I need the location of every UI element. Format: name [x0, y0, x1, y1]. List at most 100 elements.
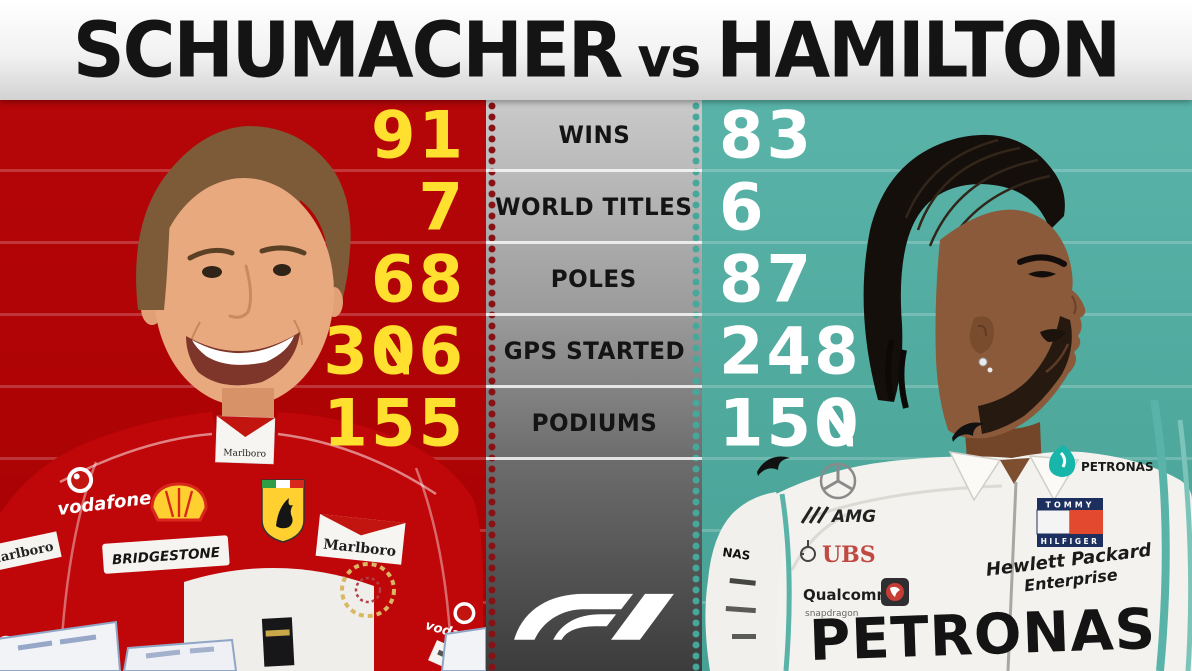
stats-table: 91 WINS 83 7 WORLD TITLES 6 68 POLES 87 …: [0, 100, 1192, 460]
pit-board-marks: [17, 634, 97, 651]
stat-row-wins: 91 WINS 83: [0, 100, 1192, 172]
stat-label-poles: POLES: [551, 264, 637, 293]
marlboro-collar-patch: Marlboro: [215, 415, 276, 465]
eyebrow: [1017, 254, 1067, 267]
title-vs: vs: [637, 26, 701, 91]
tommy-text: TOMMY: [1046, 501, 1095, 510]
suit-seam: [277, 432, 437, 496]
bridgestone-patch: BRIDGESTONE: [102, 535, 230, 574]
mercedes-star-icon: [819, 462, 857, 500]
ubs-text: UBS: [822, 542, 876, 568]
sideburn: [138, 212, 170, 310]
schumacher-gps-value: 306: [323, 314, 466, 390]
pit-board-marks: [145, 646, 215, 659]
schumacher-hair: [136, 126, 351, 310]
petronas-drop-logo: PETRONAS: [1049, 445, 1154, 477]
nose-shade: [1071, 295, 1077, 315]
schumacher-titles-value: 7: [418, 170, 466, 246]
sleeve-text-marks: [725, 606, 756, 614]
smile-crease: [1045, 343, 1070, 374]
schumacher-panel: Marlboro vodafone: [0, 100, 486, 671]
marlboro-chevron-icon: [320, 514, 406, 536]
title-schumacher: SCHUMACHER: [72, 5, 624, 95]
stat-row-poles: 68 POLES 87: [0, 244, 1192, 316]
amg-text: AMG: [830, 507, 876, 527]
teeth: [192, 336, 294, 365]
collar-point: [948, 451, 1002, 502]
sleeve-teal-trim: [779, 493, 792, 671]
prancing-horse-icon: [276, 498, 293, 529]
eyebrow: [259, 245, 307, 256]
title-band: SCHUMACHER vs HAMILTON: [0, 0, 1192, 100]
hamilton-gps-value: 248: [719, 314, 862, 390]
qualcomm-logo: Qualcomm snapdragon: [803, 578, 909, 619]
schumacher-wins-value: 91: [370, 98, 466, 174]
ferrari-shield-icon: [261, 479, 305, 543]
marlboro-chest-patch: Marlboro: [315, 514, 406, 565]
braid-lines: [904, 138, 1051, 261]
sleeve-text-fragment: NAS: [722, 545, 752, 563]
hamilton-titles-value: 6: [719, 170, 767, 246]
earring-icon: [978, 357, 988, 367]
schumacher-poles-value: 68: [370, 242, 466, 318]
stat-row-gps-started: 306 GPS STARTED 248: [0, 316, 1192, 388]
smile-crease: [293, 319, 303, 346]
bridgestone-text: BRIDGESTONE: [112, 545, 222, 569]
petronas-small-text: PETRONAS: [1081, 460, 1154, 474]
pit-board: [0, 620, 122, 671]
eyebrow: [187, 247, 235, 261]
belt-clip: [261, 617, 295, 667]
eye: [273, 264, 291, 276]
stat-row-world-titles: 7 WORLD TITLES 6: [0, 172, 1192, 244]
marlboro-text: Marlboro: [322, 537, 396, 561]
hamilton-photo-illustration: NAS AMG: [705, 134, 1192, 671]
eye: [202, 266, 222, 278]
amg-logo: AMG: [800, 506, 876, 527]
braid-tails: [885, 339, 909, 409]
stat-label-gps-started: GPS STARTED: [503, 336, 685, 365]
hamilton-podiums-value: 150: [719, 391, 862, 456]
stat-row-podiums: 155 PODIUMS 150: [0, 388, 1192, 460]
petronas-chest-logo: PETRONAS: [808, 597, 1157, 671]
sleeve-text-marks: [732, 634, 756, 639]
schumacher-photo-illustration: Marlboro vodafone: [0, 126, 486, 671]
petronas-big-text: PETRONAS: [808, 597, 1157, 671]
amg-slashes-icon: [800, 506, 830, 524]
hamilton-panel: NAS AMG: [702, 100, 1192, 671]
puma-logo-icon: [757, 456, 790, 476]
snapdragon-text: snapdragon: [805, 609, 858, 619]
earring-icon: [987, 367, 993, 373]
stat-label-world-titles: WORLD TITLES: [495, 192, 693, 221]
chest-skin: [1000, 458, 1030, 484]
page-title: SCHUMACHER vs HAMILTON: [72, 5, 1121, 95]
hamilton-beard: [978, 316, 1072, 434]
ear-line: [977, 324, 987, 337]
sleeve-text-marks: [729, 578, 756, 586]
zipper: [1006, 481, 1018, 671]
ubs-logo: UBS: [800, 540, 876, 568]
hamilton-poles-value: 87: [719, 242, 815, 318]
hilfiger-text: HILFIGER: [1041, 537, 1100, 546]
tommy-hilfiger-logo: TOMMY HILFIGER: [1036, 498, 1103, 547]
marlboro-chevron-icon: [217, 416, 275, 437]
petronas-drop-icon: [1049, 445, 1076, 477]
wreath-patch-icon: [340, 562, 396, 618]
shell-logo-icon: [150, 482, 208, 522]
nose: [228, 264, 253, 319]
moustache: [1040, 329, 1066, 342]
teal-trim: [1150, 399, 1170, 671]
title-hamilton: HAMILTON: [716, 5, 1121, 95]
pit-board: [440, 626, 486, 671]
puma-logo-icon: [952, 422, 985, 442]
qualcomm-text: Qualcomm: [803, 586, 892, 604]
schumacher-podiums-value: 155: [323, 386, 466, 462]
ear: [969, 316, 994, 354]
teal-trim: [1177, 419, 1192, 671]
f1-logo-icon: [514, 593, 674, 640]
marlboro-collar-text: Marlboro: [223, 448, 266, 459]
hamilton-wins-value: 83: [719, 98, 815, 174]
stat-label-wins: WINS: [558, 120, 630, 149]
eye: [1028, 271, 1056, 278]
stat-label-podiums: PODIUMS: [531, 408, 657, 437]
